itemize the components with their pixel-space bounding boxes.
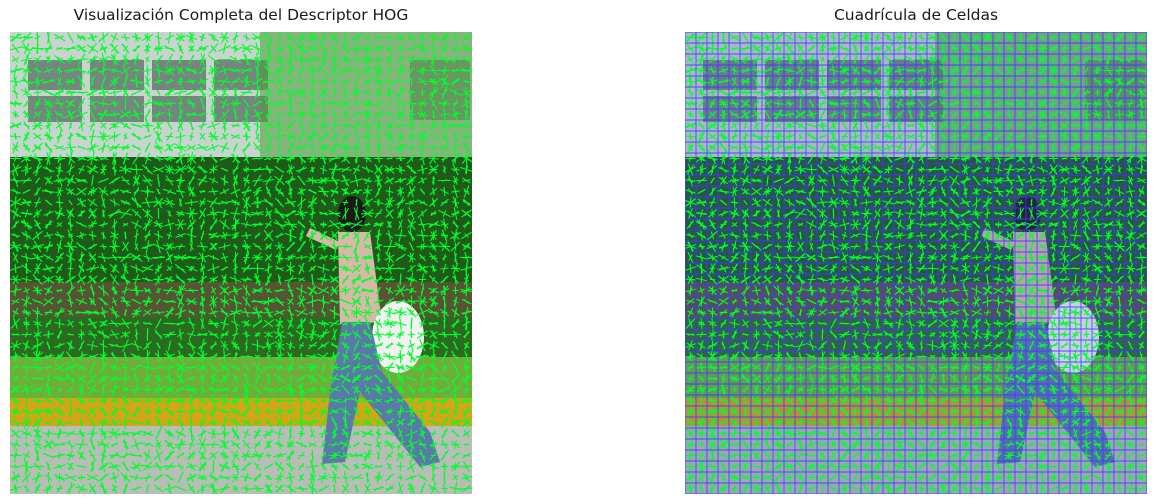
hog-visualization-title: Visualización Completa del Descriptor HO… (73, 6, 409, 24)
hog-visualization-image (10, 32, 472, 494)
hog-glyphs (10, 32, 472, 494)
cell-grid-panel: Cuadrícula de Celdas (685, 0, 1147, 504)
cell-grid-image (685, 32, 1147, 494)
hog-glyphs (685, 32, 1147, 494)
hog-visualization-panel: Visualización Completa del Descriptor HO… (10, 0, 472, 504)
cell-grid-title: Cuadrícula de Celdas (833, 6, 999, 24)
cell-grid-lines (685, 32, 1147, 494)
